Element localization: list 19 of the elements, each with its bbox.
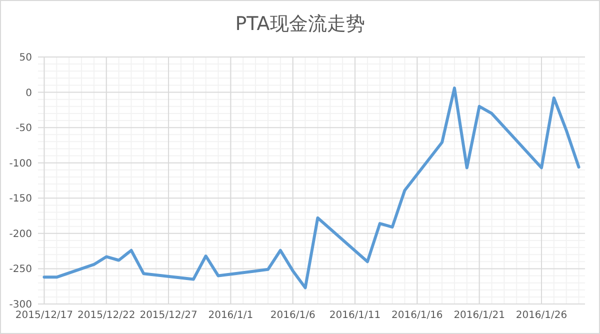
y-tick-label: -150: [9, 194, 32, 205]
x-tick-label: 2016/1/6: [270, 310, 316, 321]
x-tick-label: 2015/12/22: [78, 310, 136, 321]
y-tick-label: -50: [16, 123, 32, 134]
x-tick-label: 2015/12/27: [140, 310, 198, 321]
x-tick-label: 2016/1/11: [329, 310, 381, 321]
x-tick-label: 2016/1/1: [208, 310, 254, 321]
y-tick-label: -300: [9, 300, 32, 310]
y-tick-label: 50: [19, 52, 32, 64]
line-series: [42, 86, 580, 290]
y-tick-label: -200: [9, 228, 32, 240]
chart-title: PTA现金流走势: [235, 13, 365, 35]
x-tick-label: 2016/1/21: [454, 310, 505, 321]
y-tick-label: 0: [26, 88, 32, 99]
x-tick-label: 2016/1/26: [516, 310, 568, 321]
x-tick-label: 2015/12/17: [15, 310, 74, 321]
x-tick-label: 2016/1/16: [392, 310, 443, 321]
y-tick-label: -100: [9, 158, 32, 170]
y-tick-label: -250: [9, 264, 32, 276]
